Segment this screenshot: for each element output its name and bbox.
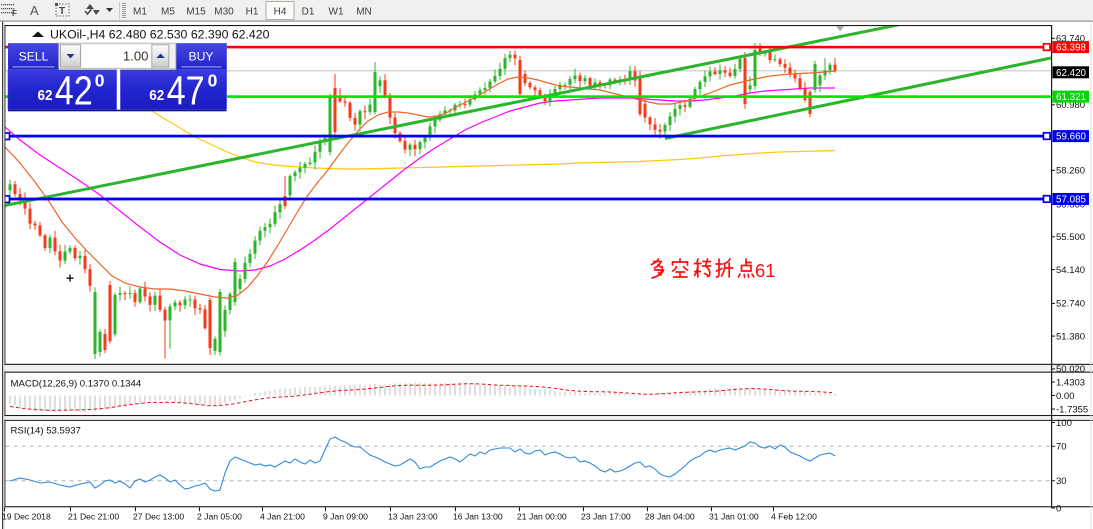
svg-text:T: T — [59, 6, 65, 17]
svg-text:SELL: SELL — [19, 50, 49, 64]
svg-text:UKOil-,H4 62.480 62.530 62.39: UKOil-,H4 62.480 62.530 62.390 62.420 — [50, 28, 270, 42]
svg-text:63.398: 63.398 — [1056, 43, 1087, 54]
svg-text:H1: H1 — [246, 7, 259, 18]
svg-text:0: 0 — [208, 71, 218, 91]
svg-text:28 Jan 04:00: 28 Jan 04:00 — [645, 512, 695, 522]
svg-text:M30: M30 — [214, 7, 234, 18]
svg-text:M5: M5 — [161, 7, 175, 18]
svg-text:61.321: 61.321 — [1056, 92, 1086, 103]
svg-text:57.085: 57.085 — [1056, 195, 1087, 206]
svg-text:62: 62 — [149, 88, 164, 104]
svg-text:30: 30 — [1056, 476, 1067, 487]
svg-text:52.740: 52.740 — [1056, 299, 1085, 310]
svg-text:50.020: 50.020 — [1056, 364, 1085, 375]
svg-text:4 Jan 21:00: 4 Jan 21:00 — [260, 512, 305, 522]
svg-text:21 Jan 00:00: 21 Jan 00:00 — [517, 512, 567, 522]
svg-text:0: 0 — [1056, 503, 1061, 514]
svg-text:D1: D1 — [302, 7, 315, 18]
svg-text:21 Dec 21:00: 21 Dec 21:00 — [68, 512, 119, 522]
svg-text:M15: M15 — [186, 7, 206, 18]
svg-text:BUY: BUY — [188, 50, 213, 64]
svg-text:63.740: 63.740 — [1056, 34, 1085, 45]
svg-text:47: 47 — [167, 68, 205, 114]
svg-text:RSI(14) 53.5937: RSI(14) 53.5937 — [11, 426, 81, 437]
svg-text:61: 61 — [755, 260, 776, 281]
svg-text:100: 100 — [1056, 418, 1072, 429]
svg-text:MN: MN — [356, 7, 372, 18]
svg-text:MACD(12,26,9) 0.1370 0.1344: MACD(12,26,9) 0.1370 0.1344 — [11, 379, 142, 390]
svg-text:70: 70 — [1056, 442, 1067, 453]
svg-text:59.660: 59.660 — [1056, 132, 1087, 143]
svg-text:0: 0 — [95, 71, 105, 91]
svg-text:9 Jan 09:00: 9 Jan 09:00 — [323, 512, 368, 522]
svg-text:M1: M1 — [133, 7, 147, 18]
svg-text:31 Jan 01:00: 31 Jan 01:00 — [709, 512, 759, 522]
svg-text:1.00: 1.00 — [123, 49, 149, 64]
svg-text:2 Jan 05:00: 2 Jan 05:00 — [197, 512, 242, 522]
svg-text:55.500: 55.500 — [1056, 232, 1085, 243]
svg-text:4 Feb 12:00: 4 Feb 12:00 — [771, 512, 817, 522]
svg-text:51.380: 51.380 — [1056, 331, 1085, 342]
svg-text:F: F — [12, 9, 17, 18]
svg-text:0.00: 0.00 — [1056, 391, 1075, 402]
svg-text:W1: W1 — [329, 7, 344, 18]
svg-text:60.980: 60.980 — [1056, 100, 1085, 111]
svg-text:13 Jan 23:00: 13 Jan 23:00 — [388, 512, 438, 522]
svg-text:19 Dec 2018: 19 Dec 2018 — [2, 512, 51, 522]
svg-text:62: 62 — [38, 88, 53, 104]
svg-text:27 Dec 13:00: 27 Dec 13:00 — [133, 512, 184, 522]
svg-text:42: 42 — [55, 68, 93, 114]
svg-text:23 Jan 17:00: 23 Jan 17:00 — [581, 512, 631, 522]
svg-text:1.4303: 1.4303 — [1056, 377, 1085, 388]
svg-text:62.420: 62.420 — [1056, 68, 1087, 79]
svg-text:A: A — [30, 3, 39, 18]
svg-text:-1.7355: -1.7355 — [1056, 404, 1088, 415]
svg-text:58.260: 58.260 — [1056, 166, 1085, 177]
svg-text:54.140: 54.140 — [1056, 265, 1085, 276]
svg-text:H4: H4 — [274, 7, 287, 18]
svg-text:16 Jan 13:00: 16 Jan 13:00 — [453, 512, 503, 522]
